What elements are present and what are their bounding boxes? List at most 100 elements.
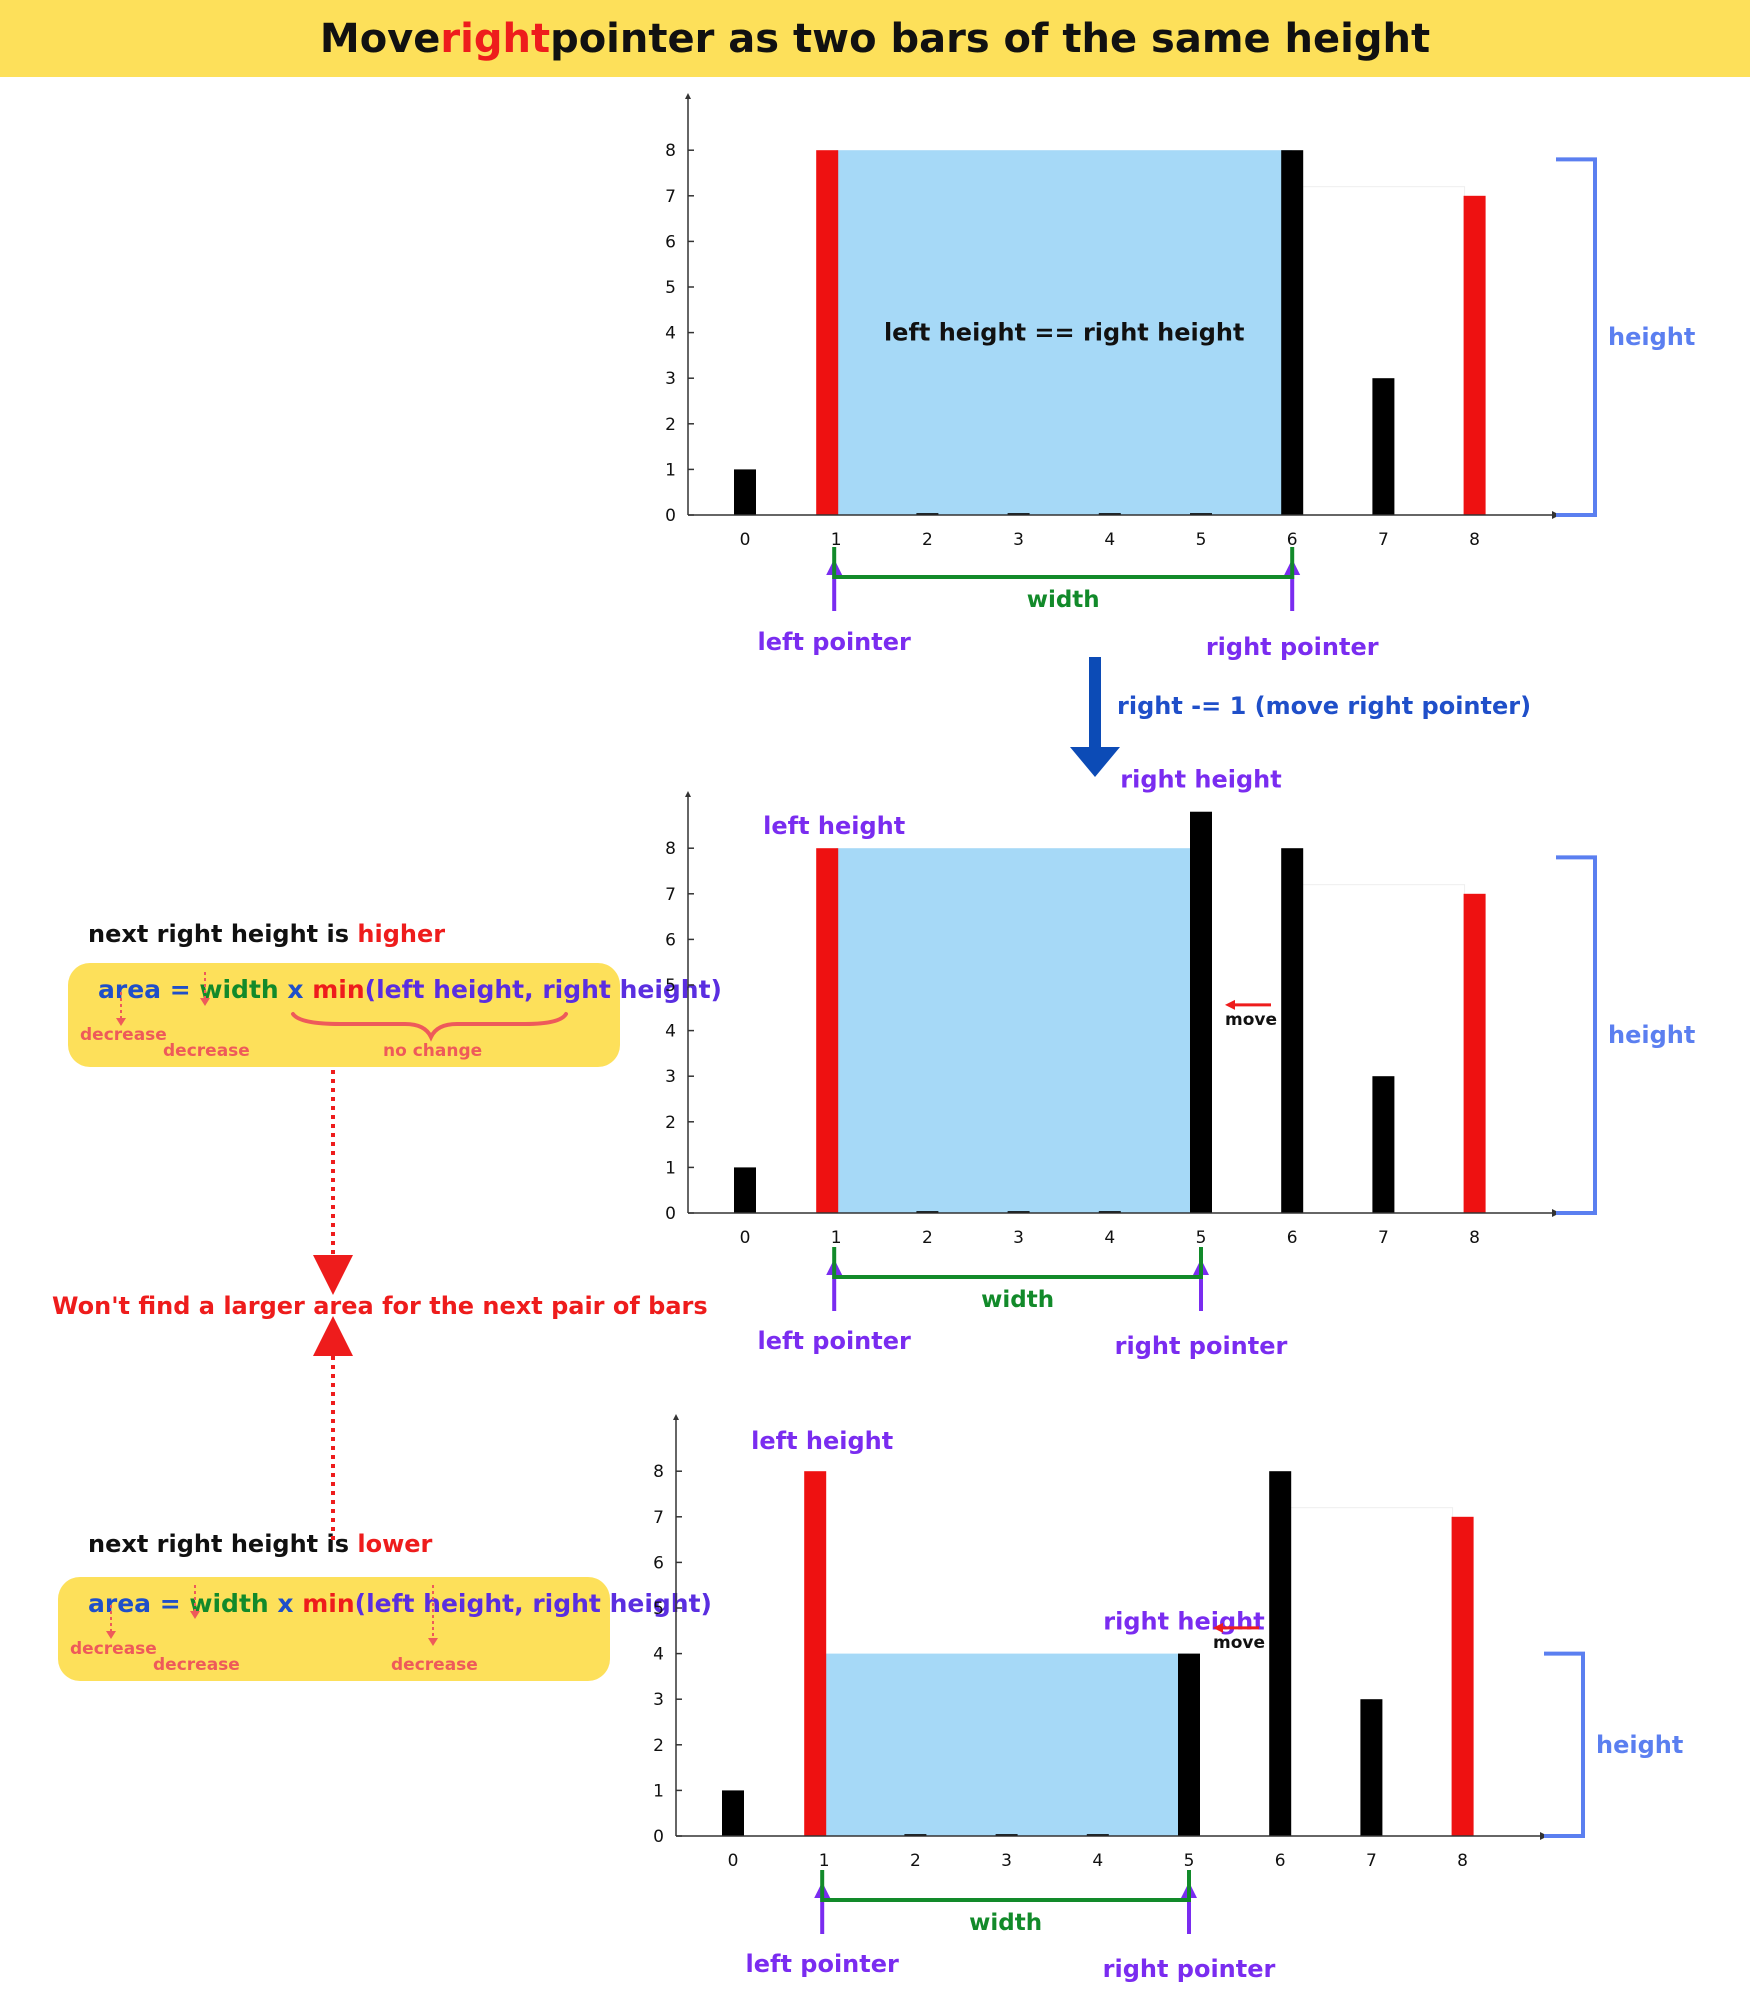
x-tick-label: 5 [1196,530,1207,550]
x-tick-label: 4 [1104,1228,1115,1248]
title-highlight: right [440,15,551,62]
width-bracket [832,1247,1203,1279]
conclusion-text: Won't find a larger area for the next pa… [52,1292,708,1320]
lower-note-min: decrease [391,1655,478,1675]
water-area [836,150,1293,515]
bar-4 [1098,513,1121,515]
higher-formula-times: x [278,975,313,1004]
x-tick-label: 4 [1104,530,1115,550]
lower-formula: area = width x min(left height, right he… [88,1589,712,1618]
y-tick-label: 1 [653,1781,664,1801]
higher-heading-highlight: higher [357,920,446,948]
width-bracket [820,1870,1191,1902]
bar-1 [816,848,839,1213]
x-tick-label: 0 [728,1851,739,1871]
lower-note-area: decrease [70,1639,157,1659]
higher-formula-arrows [116,972,568,1042]
equal-heights-label: left height == right height [884,319,1245,347]
x-tick-label: 8 [1469,530,1480,550]
y-axis-arrow [673,1414,679,1420]
x-tick-label: 8 [1457,1851,1468,1871]
height-label: height [1608,323,1695,351]
bar-0 [722,1790,744,1836]
bar-3 [1007,1211,1030,1213]
left-pointer-label: left pointer [758,1327,912,1355]
x-tick-label: 0 [740,530,751,550]
width-label: width [969,1910,1042,1936]
y-tick-label: 0 [665,506,676,526]
x-tick-label: 7 [1366,1851,1377,1871]
x-tick-label: 2 [922,1228,933,1248]
y-tick-label: 6 [653,1553,664,1573]
y-tick-label: 5 [665,976,676,996]
y-tick-label: 4 [653,1645,664,1665]
panel-3: 0 1 2 3 4 5 6 7 8 0 1 2 3 4 5 6 7 8 height left pointer righ… [653,1414,1683,1983]
lower-heading-highlight: lower [357,1530,433,1558]
lower-formula-eq: = [151,1589,190,1618]
higher-formula-args: (left height, right height) [364,975,722,1004]
lower-heading-text: next right height is [88,1530,358,1558]
right-height-label: right height [1120,766,1281,794]
water-area [836,848,1201,1213]
x-tick-label: 6 [1287,530,1298,550]
bar-5 [1190,513,1212,515]
height-bracket [1544,1651,1585,1838]
x-tick-label: 1 [831,1228,842,1248]
lower-case-formula-box: area = width x min(left height, right he… [58,1577,712,1681]
width-bracket [832,547,1295,579]
bar-7 [1372,378,1395,515]
x-tick-label: 7 [1378,1228,1389,1248]
y-tick-label: 6 [665,232,676,252]
x-tick-label: 6 [1287,1228,1298,1248]
height-label: height [1608,1021,1695,1049]
bar-3 [1007,513,1030,515]
x-tick-label: 5 [1184,1851,1195,1871]
bar-8 [1463,893,1486,1213]
y-tick-label: 4 [665,1022,676,1042]
right-pointer-label: right pointer [1115,1332,1288,1360]
y-tick-label: 3 [653,1690,664,1710]
y-axis-arrow [685,93,691,99]
bar-2 [916,1211,939,1213]
right-height-label: right height [1103,1608,1264,1636]
bar-4 [1098,1211,1121,1213]
move-label: move [1225,1010,1277,1030]
x-tick-label: 6 [1275,1851,1286,1871]
higher-formula-width: width [199,975,279,1004]
x-tick-label: 7 [1378,530,1389,550]
bar-5 [1178,1653,1200,1836]
bar-0 [734,1167,756,1213]
higher-formula-min: min [312,975,365,1004]
move-step-label: right -= 1 (move right pointer) [1117,692,1531,720]
y-tick-label: 8 [665,141,676,161]
width-label: width [981,1287,1054,1313]
x-tick-label: 5 [1196,1228,1207,1248]
panel-1: 0 1 2 3 4 5 6 7 8 0 1 2 3 4 5 6 7 8 height left pointer righ… [665,93,1695,661]
bar-6 [1269,1471,1292,1836]
move-arrow-head [1225,999,1235,1010]
y-tick-label: 8 [665,839,676,859]
bar-0 [734,469,756,515]
higher-formula-eq: = [161,975,200,1004]
x-tick-label: 3 [1013,530,1024,550]
lower-formula-area: area [88,1589,152,1618]
bar-5 [1190,811,1212,1213]
higher-formula-area: area [98,975,162,1004]
bar-7 [1372,1076,1395,1213]
higher-heading-text: next right height is [88,920,358,948]
bar-8 [1451,1516,1474,1836]
higher-note-area: decrease [80,1025,167,1045]
height-bracket [1556,157,1597,517]
water-area [824,1653,1189,1836]
panel-2: 0 1 2 3 4 5 6 7 8 0 1 2 3 4 5 6 7 8 height left pointer righ… [665,766,1695,1360]
y-tick-label: 7 [665,187,676,207]
y-tick-label: 8 [653,1462,664,1482]
higher-case-heading: next right height is higher [88,920,445,948]
title-banner: Move right pointer as two bars of the sa… [0,0,1750,77]
move-label: move [1213,1633,1265,1653]
bar-2 [904,1834,927,1836]
height-bracket [1556,855,1597,1215]
bar-2 [916,513,939,515]
y-tick-label: 2 [665,1113,676,1133]
bar-4 [1086,1834,1109,1836]
